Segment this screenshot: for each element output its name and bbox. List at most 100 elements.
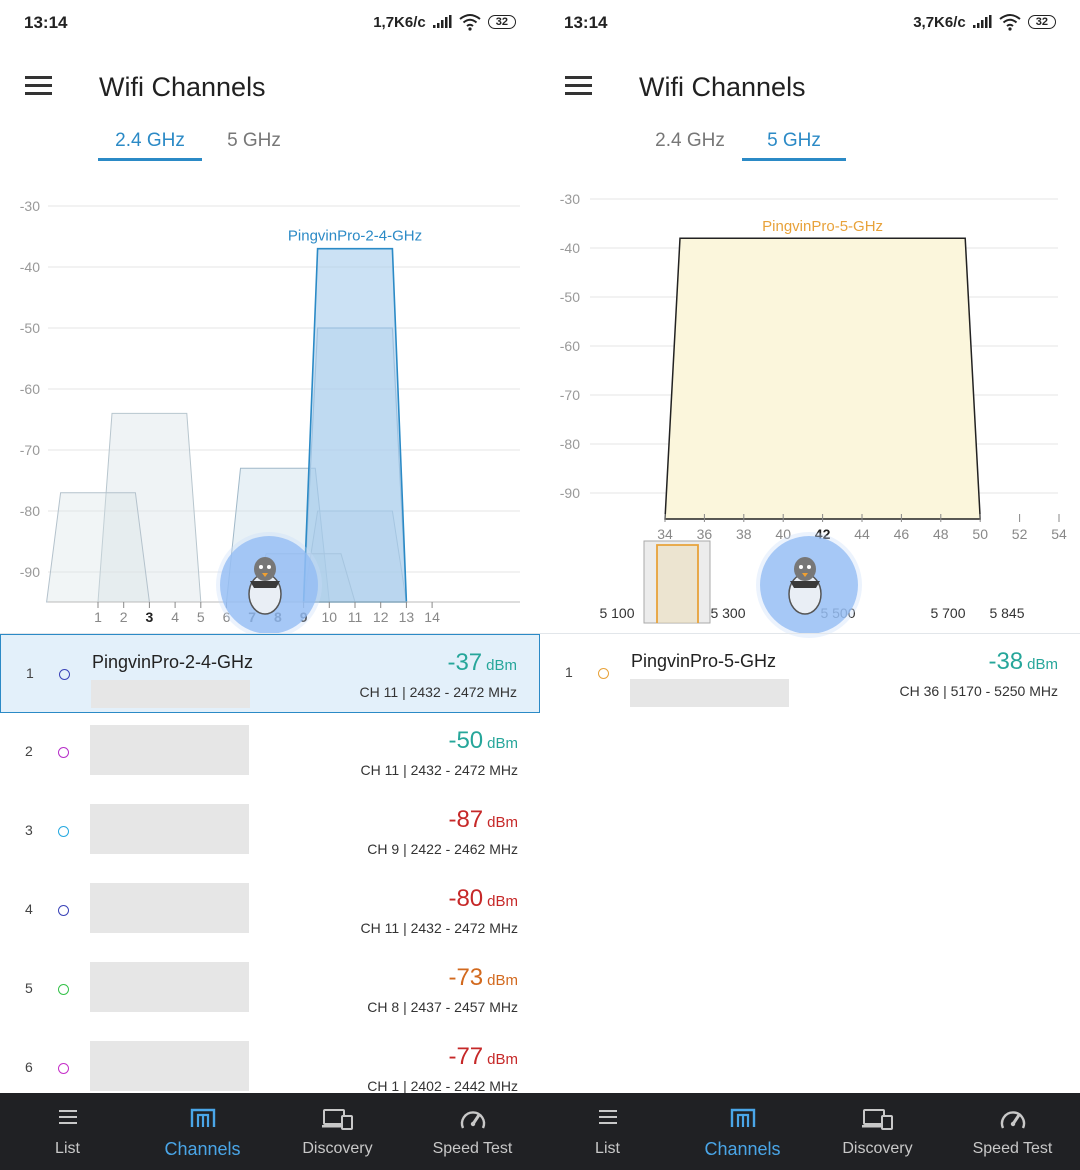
signal-strength: -80 dBm <box>448 885 518 913</box>
nav-item-list[interactable]: List <box>540 1093 675 1170</box>
channel-frequency-info: CH 8 | 2437 - 2457 MHz <box>367 999 518 1015</box>
network-color-dot <box>58 826 69 837</box>
row-index: 4 <box>25 901 33 917</box>
y-tick-label: -70 <box>20 442 40 458</box>
x-tick-label: 40 <box>775 526 791 542</box>
nav-label: Speed Test <box>972 1140 1053 1157</box>
tab-2-4-ghz[interactable]: 2.4 GHz <box>98 130 202 161</box>
status-bar: 13:14 1,7K6/c 32 <box>0 0 540 46</box>
channels-icon <box>730 1107 756 1134</box>
nav-item-discovery[interactable]: Discovery <box>270 1093 405 1170</box>
signal-value: -37 <box>447 649 483 676</box>
redacted-name-placeholder <box>90 725 249 775</box>
channel-frequency-info: CH 36 | 5170 - 5250 MHz <box>899 683 1059 699</box>
network-row[interactable]: 1 PingvinPro-2-4-GHz -37 dBm CH 11 | 2432 - … <box>0 634 540 713</box>
x-tick-label: 3 <box>146 609 154 625</box>
channels-icon <box>190 1107 216 1134</box>
signal-value: -87 <box>448 806 484 833</box>
channel-area-ch1 <box>46 492 150 603</box>
overview-tick-label: 5 845 <box>989 605 1024 621</box>
y-tick-label: -50 <box>20 320 40 336</box>
redacted-mac-placeholder <box>630 679 789 707</box>
channel-frequency-info: CH 1 | 2402 - 2442 MHz <box>367 1078 518 1094</box>
hamburger-menu-icon[interactable] <box>25 76 52 96</box>
wifi-status-icon <box>458 13 482 31</box>
channel-area-ch36 <box>664 237 981 520</box>
tab-5-ghz[interactable]: 5 GHz <box>227 130 281 151</box>
network-color-dot <box>598 668 609 679</box>
highlight-network-label: PingvinPro-5-GHz <box>762 218 883 235</box>
y-tick-label: -90 <box>20 564 40 580</box>
row-index: 6 <box>25 1059 33 1075</box>
x-tick-label: 52 <box>1012 526 1028 542</box>
tab-2-4-ghz[interactable]: 2.4 GHz <box>655 130 725 151</box>
network-color-dot <box>58 984 69 995</box>
speedometer-icon <box>458 1107 488 1138</box>
network-row[interactable]: 3 -87 dBm CH 9 | 2422 - 2462 MHz <box>0 792 540 871</box>
row-index: 3 <box>25 822 33 838</box>
network-row[interactable]: 4 -80 dBm CH 11 | 2432 - 2472 MHz <box>0 871 540 950</box>
network-row[interactable]: 5 -73 dBm CH 8 | 2437 - 2457 MHz <box>0 950 540 1029</box>
devices-icon <box>861 1107 894 1136</box>
penguin-fab-button[interactable] <box>760 536 858 634</box>
network-row[interactable]: 1 PingvinPro-5-GHz -38 dBm CH 36 | 5170 - 52… <box>540 634 1080 713</box>
redacted-mac-placeholder <box>91 680 250 708</box>
nav-label: Channels <box>704 1139 781 1159</box>
redacted-name-placeholder <box>90 962 249 1012</box>
signal-value: -77 <box>448 1043 484 1070</box>
y-tick-label: -60 <box>20 381 40 397</box>
penguin-fab-button[interactable] <box>220 536 318 634</box>
y-tick-label: -30 <box>20 198 40 214</box>
redacted-name-placeholder <box>90 883 249 933</box>
nav-item-speed-test[interactable]: Speed Test <box>405 1093 540 1170</box>
penguin-icon <box>248 557 282 615</box>
band-tabs: 2.4 GHz 5 GHz <box>0 124 540 164</box>
nav-item-discovery[interactable]: Discovery <box>810 1093 945 1170</box>
x-tick-label: 38 <box>736 526 752 542</box>
nav-item-channels[interactable]: Channels <box>135 1093 270 1170</box>
nav-item-list[interactable]: List <box>0 1093 135 1170</box>
y-tick-label: -40 <box>560 240 580 256</box>
bottom-navigation: List Channels Discovery Speed Test <box>540 1093 1080 1170</box>
app-bar: Wifi Channels <box>0 60 540 116</box>
network-speed: 1,7K6/c <box>373 13 426 31</box>
x-tick-label: 10 <box>322 609 338 625</box>
signal-value: -73 <box>448 964 484 991</box>
nav-label: List <box>55 1140 80 1157</box>
x-tick-label: 5 <box>197 609 205 625</box>
x-tick-label: 34 <box>657 526 673 542</box>
y-tick-label: -30 <box>560 191 580 207</box>
network-color-dot <box>59 669 70 680</box>
overview-channel-area <box>656 544 699 623</box>
network-speed: 3,7K6/c <box>913 13 966 31</box>
nav-label: Speed Test <box>432 1140 513 1157</box>
network-name: PingvinPro-5-GHz <box>631 651 777 671</box>
nav-label: List <box>595 1140 620 1157</box>
y-tick-label: -80 <box>560 436 580 452</box>
overview-tick-label: 5 700 <box>930 605 965 621</box>
nav-item-speed-test[interactable]: Speed Test <box>945 1093 1080 1170</box>
signal-strength: -50 dBm <box>448 727 518 755</box>
battery-indicator: 32 <box>1027 15 1056 29</box>
x-tick-label: 11 <box>348 609 363 625</box>
network-row[interactable]: 6 -77 dBm CH 1 | 2402 - 2442 MHz <box>0 1029 540 1108</box>
overview-tick-label: 5 100 <box>599 605 634 621</box>
hamburger-menu-icon[interactable] <box>565 76 592 96</box>
signal-strength: -73 dBm <box>448 964 518 992</box>
status-time: 13:14 <box>24 13 68 32</box>
signal-unit: dBm <box>487 814 518 831</box>
list-icon <box>597 1107 619 1132</box>
tab-5-ghz[interactable]: 5 GHz <box>742 130 846 161</box>
x-tick-label: 48 <box>933 526 949 542</box>
signal-value: -80 <box>448 885 484 912</box>
row-index: 1 <box>565 664 573 680</box>
x-tick-label: 46 <box>894 526 910 542</box>
app-title: Wifi Channels <box>639 72 806 102</box>
nav-label: Discovery <box>842 1140 913 1157</box>
channel-area-ch11 <box>302 247 408 603</box>
network-row[interactable]: 2 -50 dBm CH 11 | 2432 - 2472 MHz <box>0 713 540 792</box>
cell-signal-icon <box>972 15 992 29</box>
nav-item-channels[interactable]: Channels <box>675 1093 810 1170</box>
cell-signal-icon <box>432 15 452 29</box>
